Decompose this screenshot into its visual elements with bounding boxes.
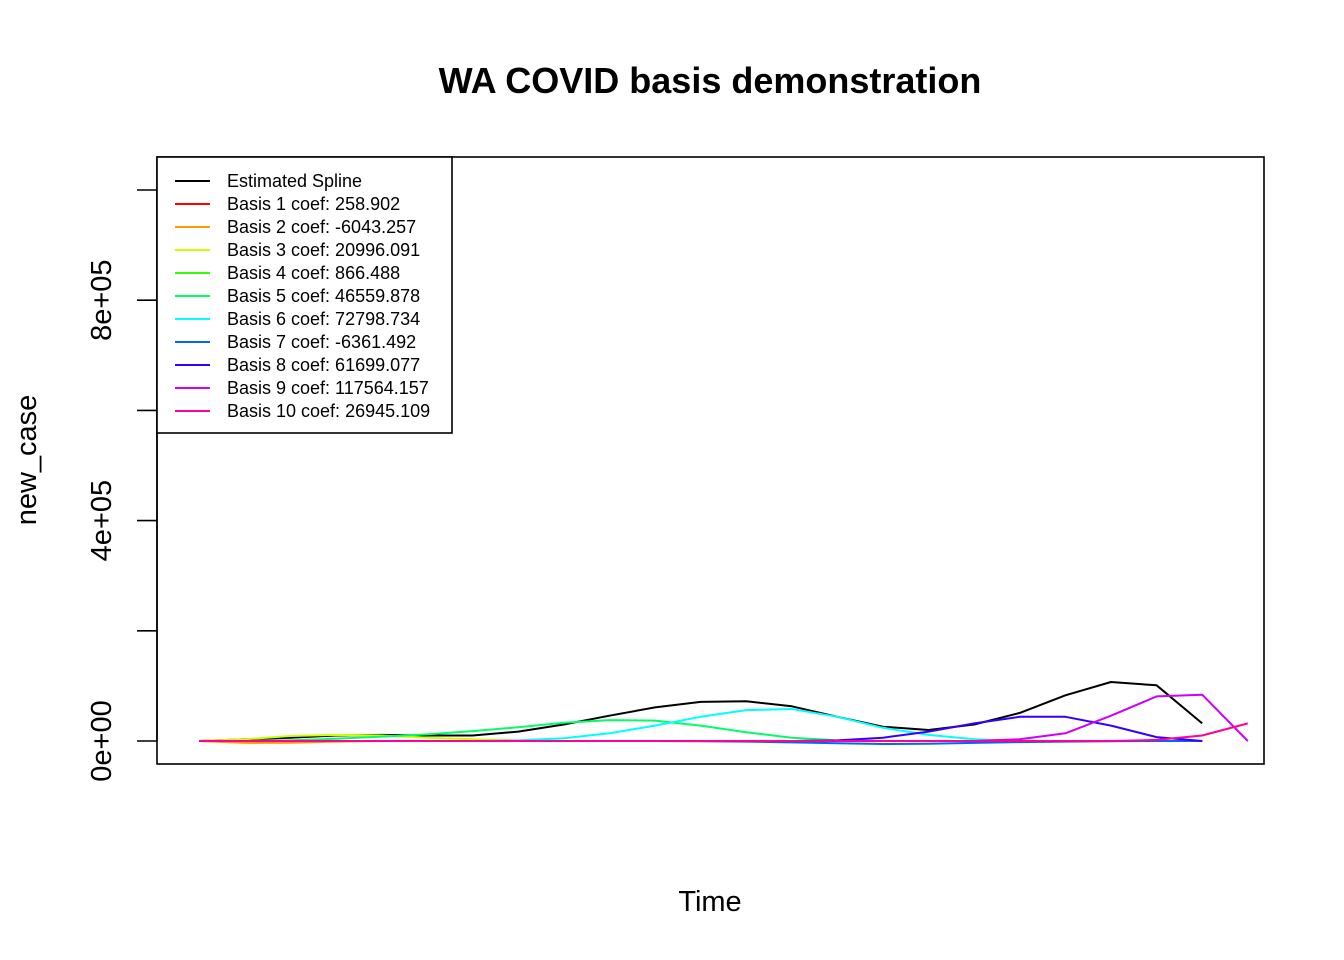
x-axis-label: Time (678, 886, 741, 918)
series-line-6 (199, 719, 1203, 742)
legend-label: Basis 8 coef: 61699.077 (227, 355, 420, 375)
legend-label: Basis 6 coef: 72798.734 (227, 309, 420, 329)
legend-label: Basis 1 coef: 258.902 (227, 194, 400, 214)
series-line-1 (198, 681, 1203, 742)
series-layer (198, 681, 1249, 745)
legend-label: Basis 7 coef: -6361.492 (227, 332, 416, 352)
legend-label: Basis 4 coef: 866.488 (227, 263, 400, 283)
y-tick-label: 0e+00 (86, 700, 118, 781)
y-tick-label: 4e+05 (86, 480, 118, 561)
y-axis-label: new_case (11, 395, 43, 526)
legend-label: Basis 9 coef: 117564.157 (227, 378, 429, 398)
legend-label: Estimated Spline (227, 171, 362, 191)
legend-label: Basis 2 coef: -6043.257 (227, 217, 416, 237)
legend: Estimated Spline Basis 1 coef: 258.902 Bas… (156, 156, 453, 434)
legend-label: Basis 10 coef: 26945.109 (227, 401, 430, 421)
y-axis: 0e+00 4e+05 8e+05 (86, 189, 158, 782)
series-line-11 (199, 722, 1249, 742)
legend-label: Basis 5 coef: 46559.878 (227, 286, 420, 306)
chart-title: WA COVID basis demonstration (439, 60, 982, 101)
legend-label: Basis 3 coef: 20996.091 (227, 240, 420, 260)
y-tick-label: 8e+05 (86, 259, 118, 340)
